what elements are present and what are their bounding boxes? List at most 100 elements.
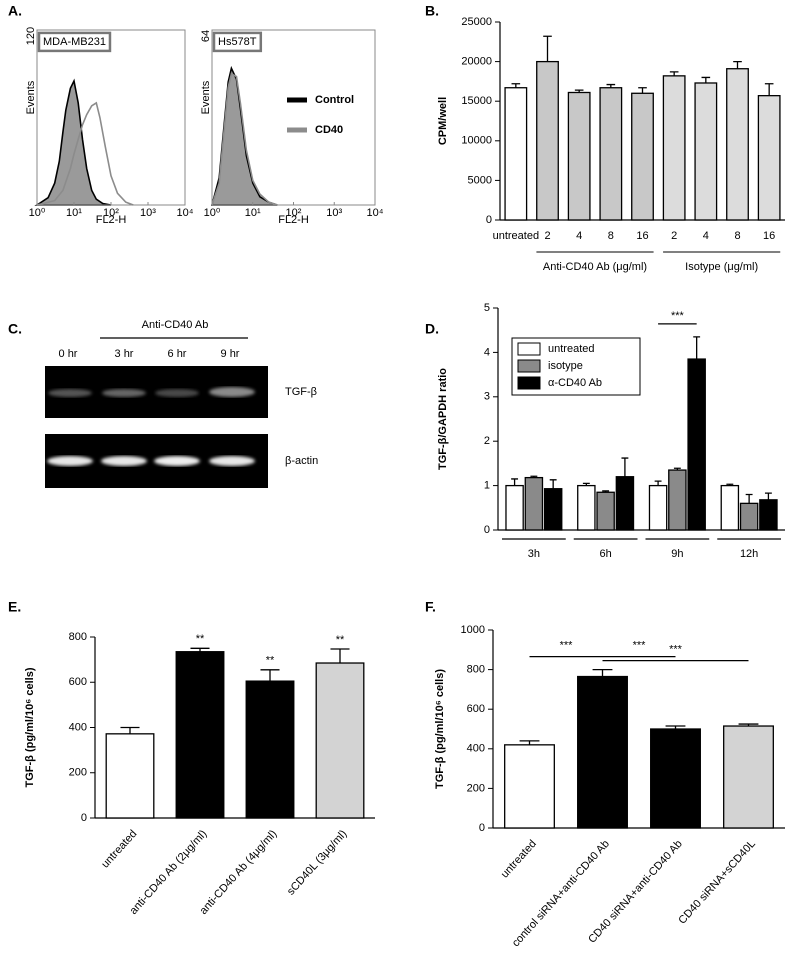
error-bar <box>330 648 350 664</box>
y-tick-label: 2 <box>484 435 490 447</box>
bracket-label: *** <box>633 640 647 652</box>
gel-band <box>209 387 255 397</box>
x-tick-label: 9h <box>671 548 683 560</box>
bar <box>245 680 295 819</box>
y-axis-label: TGF-β (pg/ml/10⁶ cells) <box>24 667 36 787</box>
y-tick-label: 800 <box>69 631 87 643</box>
legend-swatch <box>517 342 541 356</box>
panel-label: B. <box>425 3 439 19</box>
error-bar <box>530 475 538 478</box>
error-bar <box>582 482 590 486</box>
y-axis-label: TGF-β (pg/ml/10⁶ cells) <box>434 669 446 789</box>
panel-label: D. <box>425 321 439 337</box>
y-axis-label: Events <box>25 80 37 114</box>
histogram-curve <box>34 78 112 206</box>
y-tick-label: 0 <box>484 524 490 536</box>
error-bar <box>602 490 610 493</box>
error-bar <box>592 668 613 677</box>
bar <box>615 476 635 531</box>
x-tick-label: 10⁴ <box>177 207 194 219</box>
group-label: Isotype (μg/ml) <box>685 261 758 273</box>
annotation: ** <box>196 633 205 645</box>
x-tick-label: sCD40L (3μg/ml) <box>285 828 349 898</box>
panel-label: A. <box>8 3 22 19</box>
error-bar <box>519 740 540 745</box>
error-bar <box>260 669 280 682</box>
bar <box>577 484 596 531</box>
annotation: ** <box>266 655 275 667</box>
x-tick-label: 8 <box>608 230 614 242</box>
x-tick-label: 2 <box>671 230 677 242</box>
error-bar <box>733 60 742 69</box>
error-bar <box>190 647 210 652</box>
group-label: Anti-CD40 Ab (μg/ml) <box>543 261 647 273</box>
x-tick-label: 10⁰ <box>204 207 221 219</box>
x-tick-label: 3h <box>528 548 540 560</box>
y-tick-label: 1000 <box>461 624 485 636</box>
treatment-label: Anti-CD40 Ab <box>142 319 209 331</box>
gel-band <box>102 389 146 397</box>
error-bar <box>574 89 584 93</box>
bar <box>723 725 774 829</box>
y-tick-label: 0 <box>479 822 485 834</box>
bracket-label: *** <box>560 640 574 652</box>
y-tick-label: 400 <box>69 721 87 733</box>
error-bar <box>764 83 774 96</box>
bar <box>105 733 155 819</box>
title-box <box>37 31 112 53</box>
x-tick-label: untreated <box>493 230 539 242</box>
bar <box>668 469 687 531</box>
bar <box>720 484 740 531</box>
bar <box>505 484 524 531</box>
bar <box>631 92 654 221</box>
x-tick-label: 8 <box>734 230 740 242</box>
y-axis-label: TGF-β/GAPDH ratio <box>437 368 449 470</box>
bar <box>739 502 759 531</box>
gel-band <box>155 389 199 397</box>
band-label: β-actin <box>285 455 318 467</box>
x-tick-label: CD40 siRNA+sCD40L <box>676 838 758 927</box>
error-bar <box>621 457 629 477</box>
panel-label: F. <box>425 599 436 615</box>
bar <box>567 91 591 221</box>
y-tick-label: 200 <box>69 767 87 779</box>
y-tick-label: 25000 <box>461 16 492 28</box>
y-axis-label: Events <box>200 80 212 114</box>
bar <box>577 675 628 829</box>
y-tick-label: 800 <box>467 664 485 676</box>
error-bar <box>764 492 772 500</box>
lane-label: 6 hr <box>168 348 187 360</box>
y-tick-label: 0 <box>486 214 492 226</box>
error-bar <box>693 336 701 360</box>
y-tick-label: 64 <box>200 30 212 42</box>
error-bar <box>654 480 662 486</box>
y-tick-label: 4 <box>484 346 490 358</box>
y-axis-label: CPM/well <box>437 97 449 145</box>
bar <box>726 68 749 221</box>
x-tick-label: 4 <box>576 230 582 242</box>
gel-band <box>48 389 92 397</box>
legend-swatch <box>517 376 541 390</box>
y-tick-label: 400 <box>467 743 485 755</box>
y-tick-label: 5000 <box>468 174 492 186</box>
error-bar <box>638 87 647 94</box>
x-tick-label: 10² <box>103 207 119 219</box>
bar <box>543 488 563 531</box>
bar <box>596 491 615 531</box>
x-tick-label: anti-CD40 Ab (2μg/ml) <box>128 828 210 917</box>
bracket-label: *** <box>669 644 683 656</box>
bar <box>175 651 225 819</box>
lane-label: 9 hr <box>221 348 240 360</box>
error-bar <box>543 35 552 62</box>
error-bar <box>606 83 616 88</box>
gel-band <box>154 456 200 466</box>
x-tick-label: untreated <box>99 828 139 871</box>
legend-label: CD40 <box>315 124 343 136</box>
legend-label: α-CD40 Ab <box>548 377 602 389</box>
lane-label: 3 hr <box>115 348 134 360</box>
y-tick-label: 3 <box>484 391 490 403</box>
error-bar <box>738 723 759 727</box>
histogram-curve <box>211 72 278 206</box>
band-label: TGF-β <box>285 386 317 398</box>
